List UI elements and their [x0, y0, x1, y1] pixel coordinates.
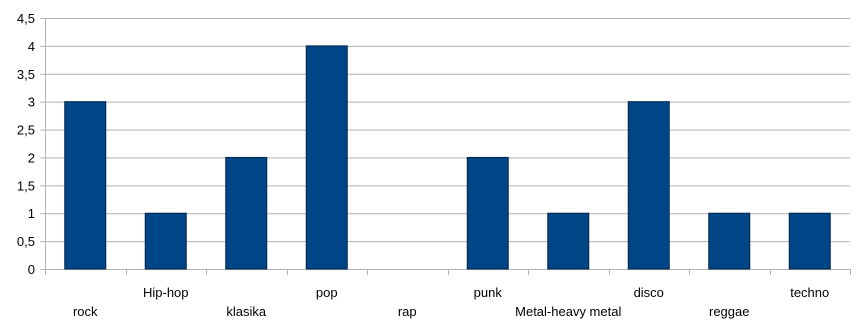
bar-pop: [305, 45, 348, 270]
bar-techno: [788, 212, 831, 270]
x-tick-label: reggae: [709, 304, 749, 319]
x-tick-label: punk: [474, 285, 503, 300]
x-tick-label: rock: [73, 304, 98, 319]
y-tick-label: 1,5: [17, 178, 35, 193]
bars: [64, 45, 831, 270]
y-tick-label: 3,5: [17, 67, 35, 82]
x-tick-label: Metal-heavy metal: [515, 304, 621, 319]
bar-metal-heavy-metal: [547, 212, 590, 270]
x-tick-label: Hip-hop: [143, 285, 189, 300]
bar-disco: [627, 101, 670, 270]
x-tick-labels: rock Hip-hop klasika pop rap punk Metal-heavy …: [73, 285, 829, 319]
x-tick-label: techno: [790, 285, 829, 300]
bar-rock: [64, 101, 107, 270]
x-tick-label: klasika: [226, 304, 267, 319]
bar-klasika: [225, 156, 268, 270]
y-tick-label: 0: [28, 262, 35, 277]
x-tick-label: pop: [316, 285, 338, 300]
y-tick-label: 2: [28, 150, 35, 165]
y-tick-label: 3: [28, 95, 35, 110]
y-tick-label: 4: [28, 39, 35, 54]
bar-hip-hop: [144, 212, 187, 270]
y-tick-label: 2,5: [17, 123, 35, 138]
y-tick-label: 0,5: [17, 234, 35, 249]
y-tick-label: 1: [28, 206, 35, 221]
bar-punk: [466, 156, 509, 270]
bar-reggae: [708, 212, 751, 270]
x-tick-label: disco: [634, 285, 664, 300]
y-tick-labels: 0 0,5 1 1,5 2 2,5 3 3,5 4 4,5: [17, 11, 35, 277]
y-tick-label: 4,5: [17, 11, 35, 26]
x-tick-label: rap: [398, 304, 417, 319]
